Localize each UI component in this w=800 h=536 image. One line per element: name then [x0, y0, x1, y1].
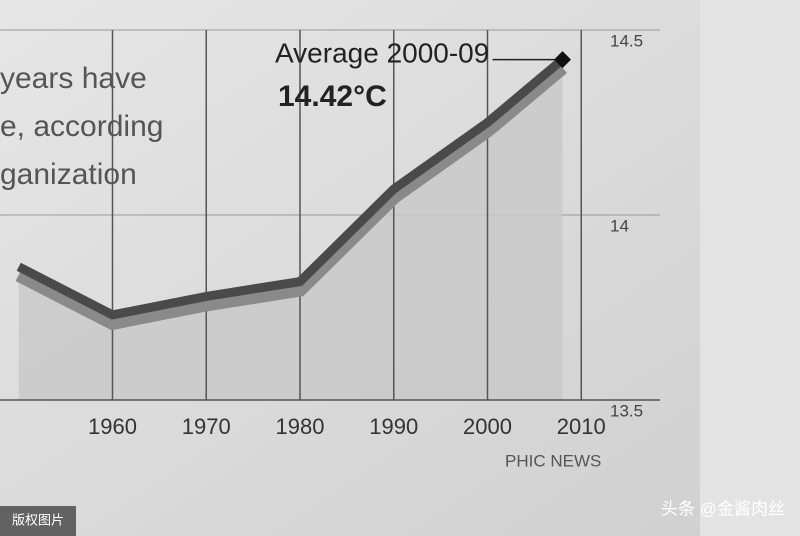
x-tick-label: 2010	[557, 414, 606, 439]
line	[16, 56, 566, 320]
y-tick-label: 14.5	[610, 31, 643, 50]
x-tick-label: 1970	[182, 414, 231, 439]
credit: 头条 @金酱肉丝	[661, 499, 785, 518]
source: PHIC NEWS	[505, 451, 601, 470]
line-shadow	[15, 62, 567, 331]
fragment-line: e, according	[0, 110, 163, 143]
y-tick-label: 13.5	[610, 401, 643, 420]
x-tick-label: 1980	[276, 414, 325, 439]
side-column	[700, 0, 800, 536]
plot: 13.5 14 14.5 1960 1970 1980 1990 2000 2010 Averag…	[0, 29, 660, 439]
fragment-line: ganization	[0, 158, 137, 191]
watermark: 版权图片	[12, 512, 64, 527]
fragment-line: years have	[0, 62, 147, 95]
annotation-value: 14.42°C	[278, 80, 387, 113]
x-tick-label: 2000	[463, 414, 512, 439]
y-tick-label: 14	[610, 216, 629, 235]
x-tick-label: 1990	[369, 414, 418, 439]
annotation-title: Average 2000-09	[275, 37, 489, 68]
marker	[554, 51, 571, 69]
text-fragment: years have e, according ganization	[0, 62, 163, 191]
watermark-box	[0, 506, 76, 536]
x-tick-label: 1960	[88, 414, 137, 439]
